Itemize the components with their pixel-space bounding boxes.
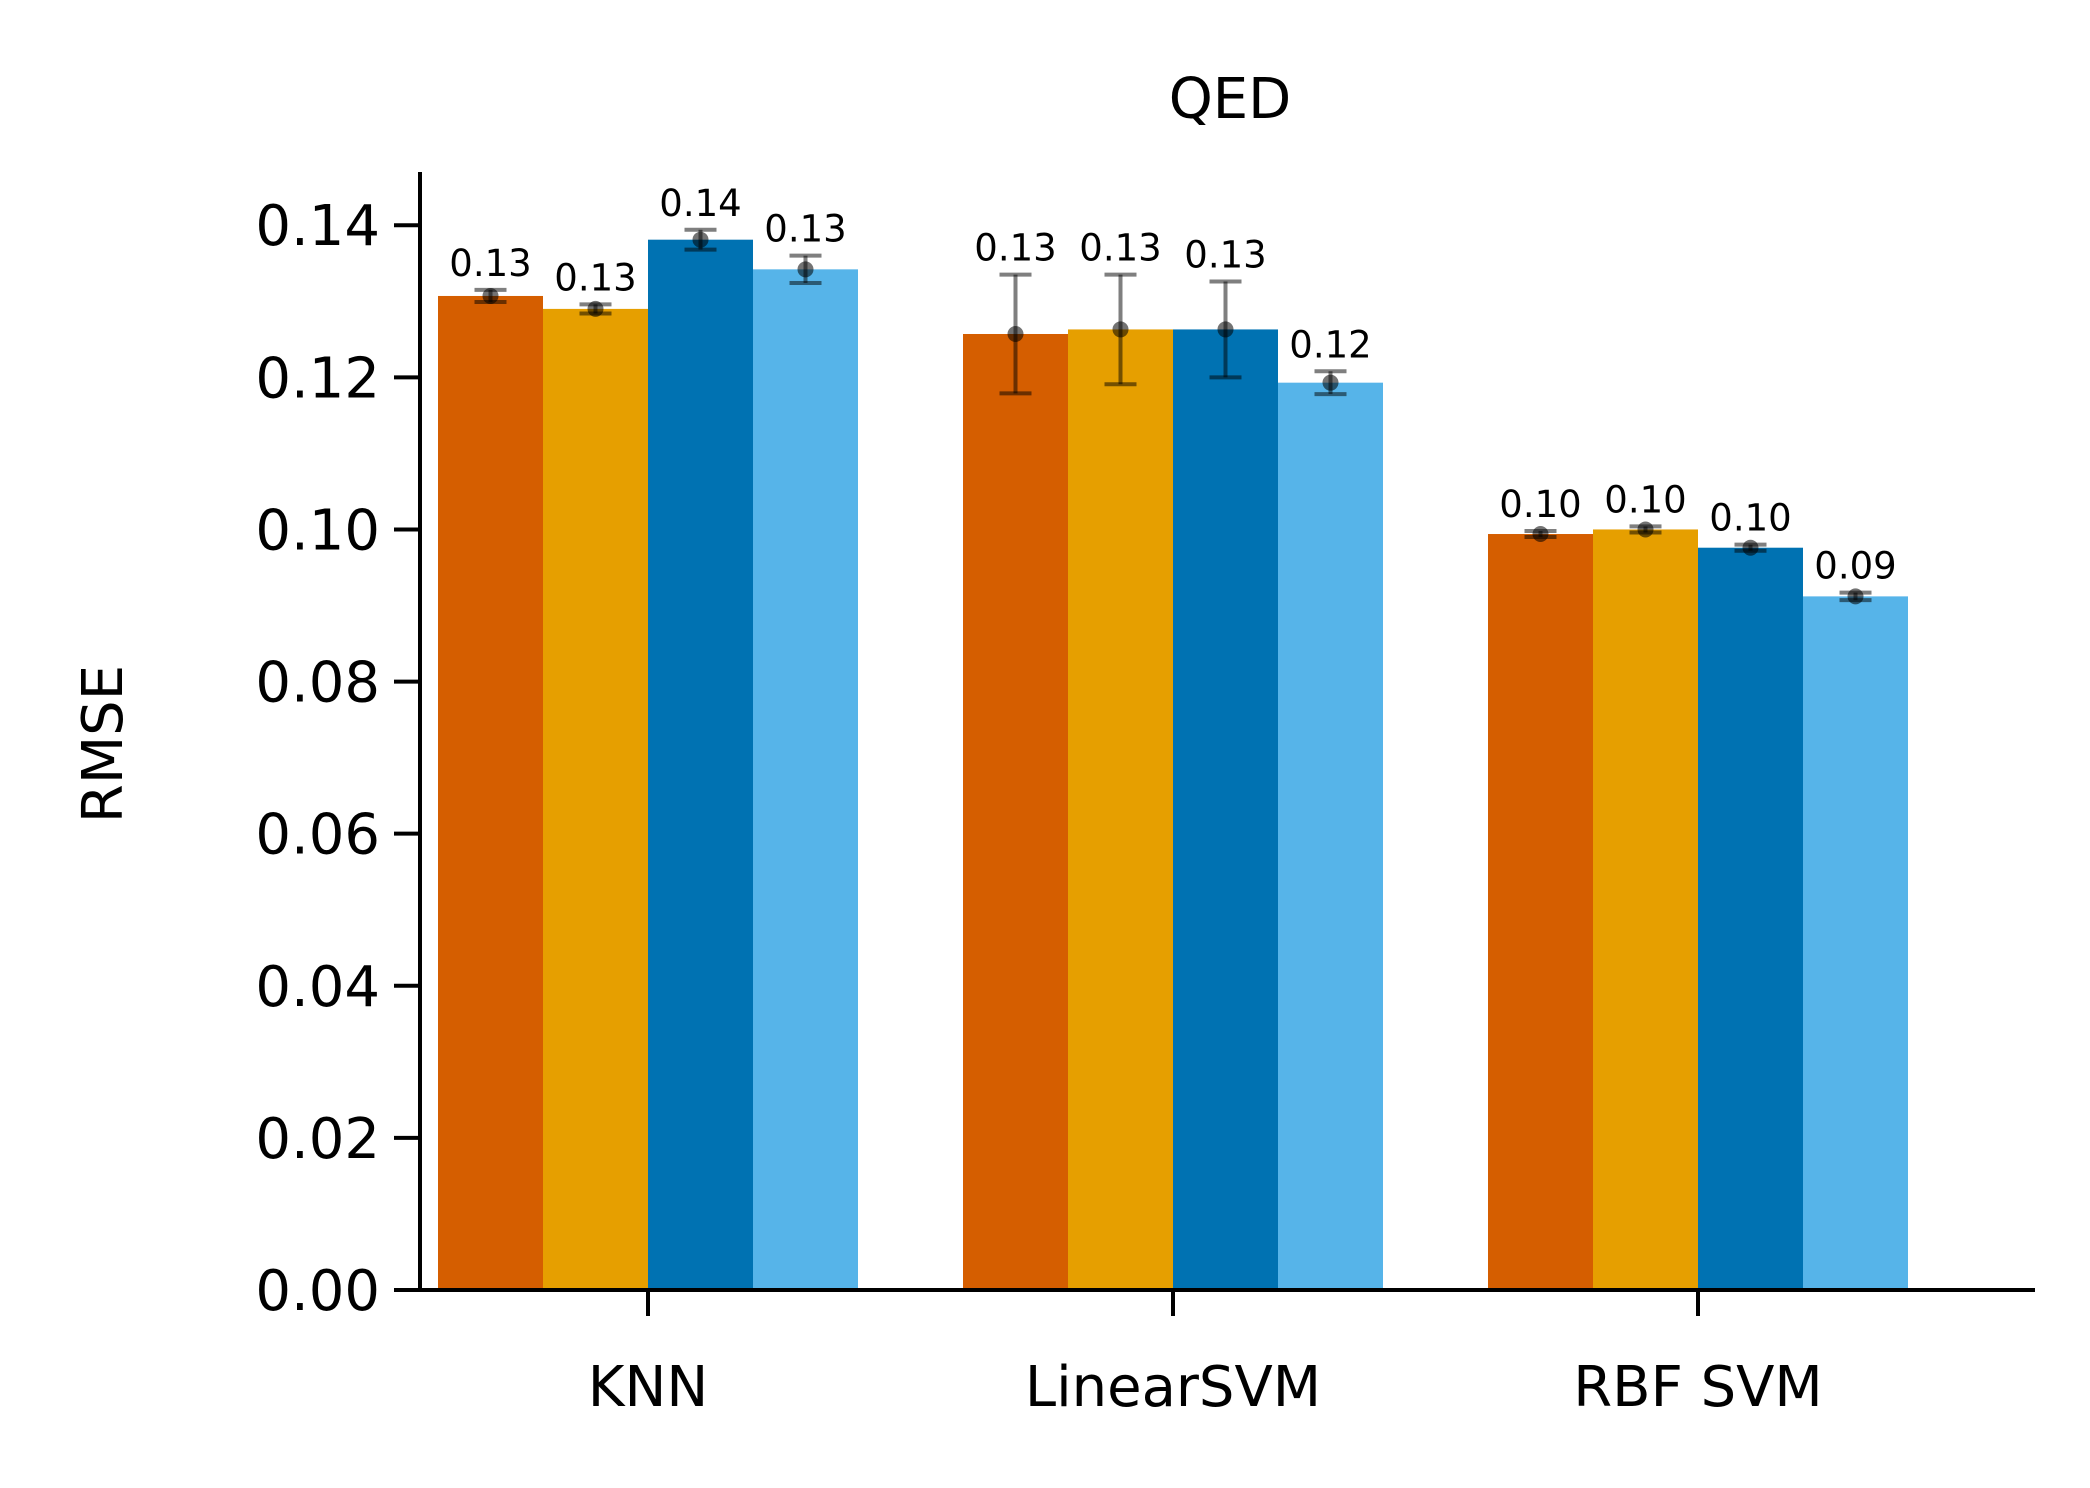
data-label: 0.12 (1289, 323, 1371, 366)
bar-s2-linearsvm (1068, 329, 1173, 1291)
data-label: 0.10 (1604, 478, 1686, 521)
x-tick-label: RBF SVM (1573, 1355, 1823, 1420)
x-tick-label: KNN (588, 1355, 709, 1420)
y-tick-label: 0.00 (255, 1259, 380, 1324)
axes-layer (418, 172, 2035, 1292)
bar-s1-knn (438, 295, 543, 1290)
y-tick-label: 0.06 (255, 803, 380, 868)
bars-layer (438, 239, 1908, 1291)
mean-point (1217, 321, 1234, 338)
y-tick-label: 0.04 (255, 955, 380, 1020)
y-axis-title: RMSE (71, 665, 136, 823)
bar-s2-knn (543, 308, 648, 1290)
bar-s2-rbf-svm (1593, 529, 1698, 1290)
chart-title: QED (1169, 67, 1292, 132)
mean-point (1007, 325, 1024, 342)
bar-s4-rbf-svm (1803, 596, 1908, 1290)
data-label: 0.13 (1184, 234, 1266, 277)
mean-point (1742, 539, 1759, 556)
data-label: 0.13 (1079, 227, 1161, 270)
y-ticks-layer: 0.00 0.02 0.04 0.06 0.08 0.10 0.12 0.14 (255, 194, 420, 1324)
y-tick-label: 0.14 (255, 194, 380, 259)
data-label: 0.13 (554, 256, 636, 299)
x-ticks-layer: KNN LinearSVM RBF SVM (588, 1290, 1823, 1420)
bar-s3-knn (648, 239, 753, 1290)
data-label: 0.13 (449, 242, 531, 285)
data-label: 0.10 (1709, 497, 1791, 540)
mean-point (1112, 321, 1129, 338)
y-tick-label: 0.08 (255, 651, 380, 716)
y-tick-label: 0.10 (255, 498, 380, 563)
error-bars-layer (474, 227, 1872, 605)
bar-s1-linearsvm (963, 333, 1068, 1290)
data-label: 0.09 (1814, 545, 1896, 588)
mean-point (1532, 526, 1549, 543)
bar-s4-linearsvm (1278, 382, 1383, 1290)
mean-point (1322, 374, 1339, 391)
bar-s1-rbf-svm (1488, 534, 1593, 1290)
data-label: 0.14 (659, 182, 741, 225)
data-label: 0.10 (1499, 483, 1581, 526)
mean-point (1847, 588, 1864, 605)
y-tick-label: 0.12 (255, 346, 380, 411)
x-tick-label: LinearSVM (1025, 1355, 1321, 1420)
bar-s3-rbf-svm (1698, 547, 1803, 1290)
y-tick-label: 0.02 (255, 1107, 380, 1172)
mean-point (692, 231, 709, 248)
bar-s3-linearsvm (1173, 329, 1278, 1291)
data-label: 0.13 (974, 227, 1056, 270)
mean-point (1637, 521, 1654, 538)
mean-point (482, 287, 499, 304)
data-label: 0.13 (764, 208, 846, 251)
data-labels-layer: 0.13 0.13 0.10 0.13 0.13 0.10 0.14 0.13 0.10 0.13… (449, 182, 1896, 588)
bar-s4-knn (753, 269, 858, 1290)
mean-point (587, 300, 604, 317)
mean-point (797, 261, 814, 278)
